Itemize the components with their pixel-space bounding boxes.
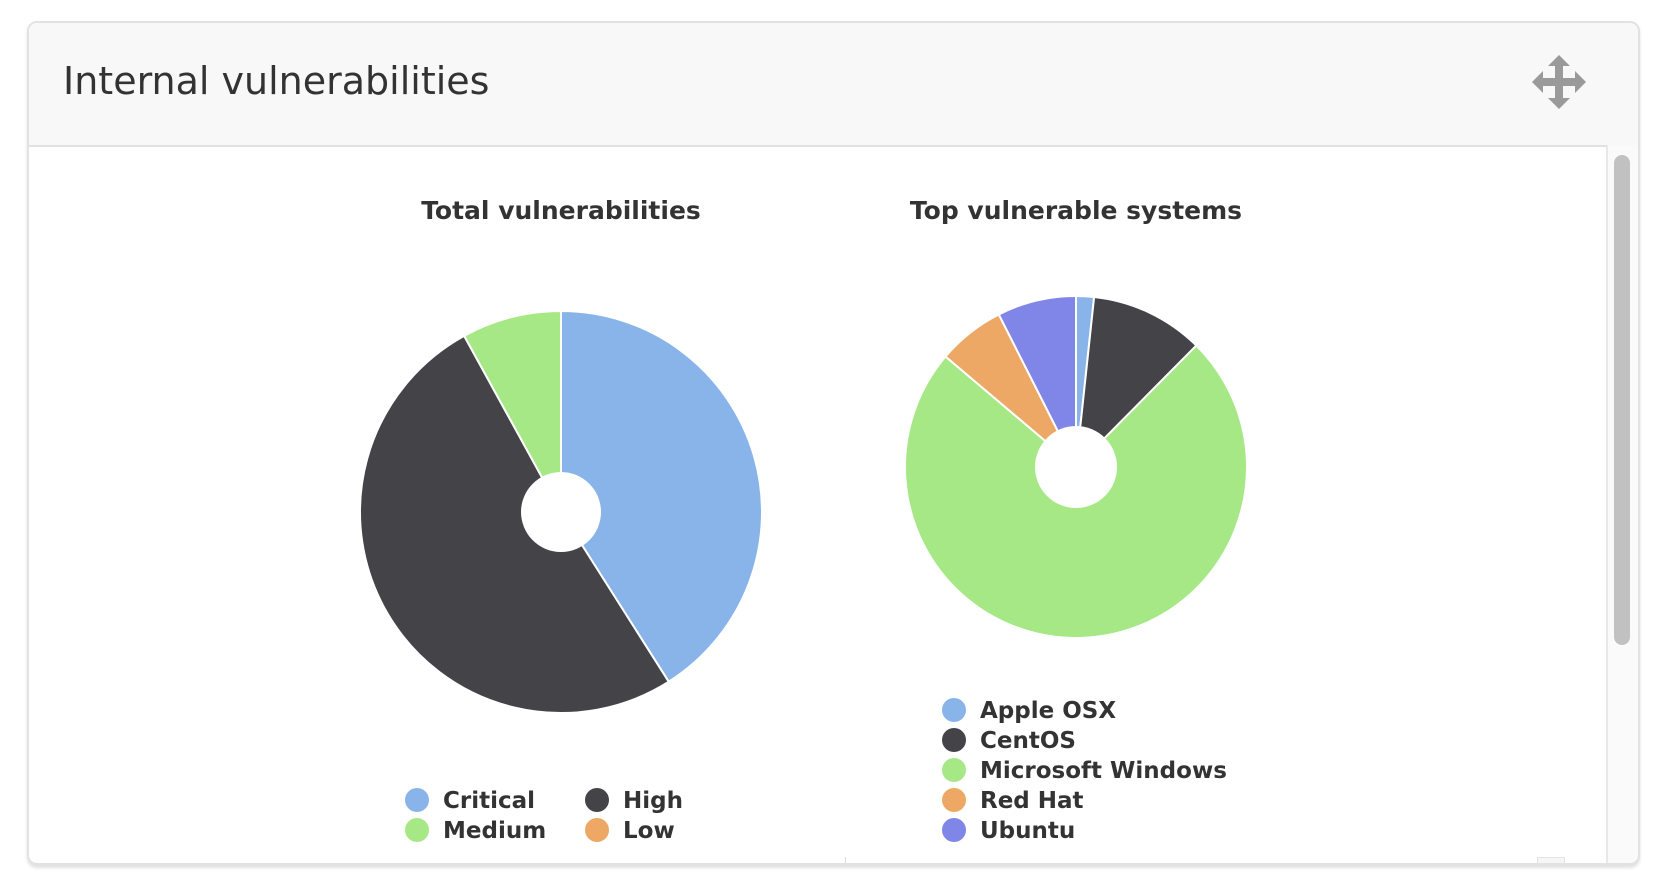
legend-marker [942,758,966,782]
legend-marker [942,698,966,722]
legend-item[interactable]: Low [623,818,675,844]
legend-marker [585,818,609,842]
pie-total-vulnerabilities [359,309,763,714]
donut-hole [1035,426,1117,508]
move-arrows-icon[interactable] [1532,55,1586,109]
legend-marker [405,818,429,842]
scroll-up-button[interactable] [1537,857,1565,863]
pie-slice-critical[interactable] [560,309,763,684]
pie-slice-medium[interactable] [462,309,562,513]
panel-header: Internal vulnerabilities [29,23,1638,147]
legend-item[interactable]: Medium [443,818,546,844]
legend-item[interactable]: Red Hat [980,788,1084,814]
legend-marker [942,728,966,752]
scrollbar-thumb[interactable] [1614,155,1630,645]
divider [845,857,846,863]
legend-systems: Apple OSX CentOS Microsoft Windows Red Hat U… [942,698,1227,844]
pie-slice-centos[interactable] [1074,295,1198,470]
legend-marker [942,818,966,842]
legend-item[interactable]: Ubuntu [980,818,1075,844]
pie-top-vulnerable-systems [904,294,1248,639]
legend-marker [942,788,966,812]
legend-item[interactable]: Microsoft Windows [980,758,1227,784]
legend-item[interactable]: CentOS [980,728,1076,754]
legend-marker [585,788,609,812]
internal-vulnerabilities-panel: Internal vulnerabilities [27,21,1640,865]
legend-item[interactable]: High [623,788,683,814]
legend-total: Critical High Medium Low [405,788,683,844]
legend-item[interactable]: Critical [443,788,535,814]
panel-title: Internal vulnerabilities [63,59,490,103]
legend-marker [405,788,429,812]
chart-title-total: Total vulnerabilities [421,196,701,225]
chart-title-systems: Top vulnerable systems [910,196,1242,225]
pie-slice-ubuntu[interactable] [997,294,1077,468]
legend-item[interactable]: Apple OSX [980,698,1116,724]
pie-slice-high[interactable] [359,334,671,714]
scrollbar[interactable] [1606,145,1638,863]
donut-hole [521,472,601,552]
